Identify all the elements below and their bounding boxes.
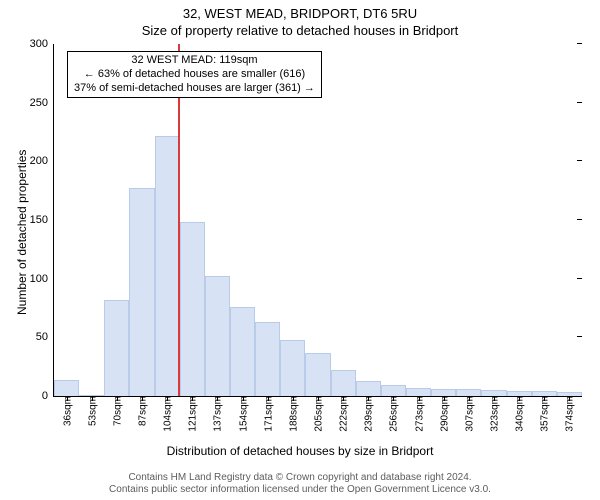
y-tick-mark xyxy=(577,278,582,279)
x-tick-label: 70sqm xyxy=(110,396,123,426)
footer-line-1: Contains HM Land Registry data © Crown c… xyxy=(0,472,600,484)
x-tick-label: 205sqm xyxy=(312,396,325,432)
x-tick-label: 121sqm xyxy=(186,396,199,432)
x-tick-label: 137sqm xyxy=(211,396,224,432)
histogram-bar xyxy=(331,370,356,396)
x-tick-label: 256sqm xyxy=(387,396,400,432)
y-tick-label: 100 xyxy=(30,273,54,285)
y-tick-mark xyxy=(577,43,582,44)
annotation-line-3: 37% of semi-detached houses are larger (… xyxy=(74,82,315,96)
y-axis-label: Number of detached properties xyxy=(15,150,29,315)
footer-line-2: Contains public sector information licen… xyxy=(0,484,600,496)
x-tick-label: 36sqm xyxy=(60,396,73,426)
histogram-bar xyxy=(180,222,205,396)
histogram-bar xyxy=(305,353,330,396)
histogram-bar xyxy=(456,389,481,396)
histogram-bar xyxy=(205,276,230,396)
histogram-bar xyxy=(54,380,79,396)
x-tick-label: 273sqm xyxy=(412,396,425,432)
x-tick-label: 290sqm xyxy=(437,396,450,432)
histogram-bar xyxy=(431,389,456,396)
x-tick-label: 87sqm xyxy=(136,396,149,426)
y-tick-label: 0 xyxy=(42,390,54,402)
histogram-bar xyxy=(104,300,129,396)
x-tick-label: 307sqm xyxy=(462,396,475,432)
x-axis-label: Distribution of detached houses by size … xyxy=(0,444,600,458)
y-tick-label: 300 xyxy=(30,38,54,50)
x-tick-label: 222sqm xyxy=(337,396,350,432)
x-tick-label: 154sqm xyxy=(236,396,249,432)
x-tick-label: 53sqm xyxy=(85,396,98,426)
x-tick-label: 104sqm xyxy=(161,396,174,432)
y-tick-mark xyxy=(577,336,582,337)
histogram-bar xyxy=(230,307,255,396)
y-tick-label: 50 xyxy=(36,331,54,343)
y-tick-label: 150 xyxy=(30,214,54,226)
y-tick-mark xyxy=(577,102,582,103)
chart-container: 32, WEST MEAD, BRIDPORT, DT6 5RU Size of… xyxy=(0,0,600,500)
histogram-bar xyxy=(381,385,406,396)
histogram-bar xyxy=(406,388,431,396)
x-tick-label: 188sqm xyxy=(286,396,299,432)
y-tick-mark xyxy=(577,219,582,220)
histogram-bar xyxy=(356,381,381,396)
histogram-bar xyxy=(255,322,280,396)
x-tick-label: 357sqm xyxy=(538,396,551,432)
annotation-box: 32 WEST MEAD: 119sqm ← 63% of detached h… xyxy=(67,51,322,98)
x-tick-label: 171sqm xyxy=(261,396,274,432)
x-tick-label: 239sqm xyxy=(362,396,375,432)
histogram-bar xyxy=(155,136,180,396)
y-tick-mark xyxy=(577,160,582,161)
y-tick-label: 200 xyxy=(30,155,54,167)
y-tick-label: 250 xyxy=(30,97,54,109)
annotation-line-1: 32 WEST MEAD: 119sqm xyxy=(74,54,315,68)
histogram-bar xyxy=(280,340,305,396)
chart-title-address: 32, WEST MEAD, BRIDPORT, DT6 5RU xyxy=(0,6,600,21)
footer-attribution: Contains HM Land Registry data © Crown c… xyxy=(0,472,600,496)
annotation-line-2: ← 63% of detached houses are smaller (61… xyxy=(74,68,315,82)
x-tick-label: 323sqm xyxy=(488,396,501,432)
x-tick-label: 340sqm xyxy=(513,396,526,432)
chart-title-description: Size of property relative to detached ho… xyxy=(0,23,600,38)
x-tick-label: 374sqm xyxy=(563,396,576,432)
histogram-bar xyxy=(129,188,154,396)
